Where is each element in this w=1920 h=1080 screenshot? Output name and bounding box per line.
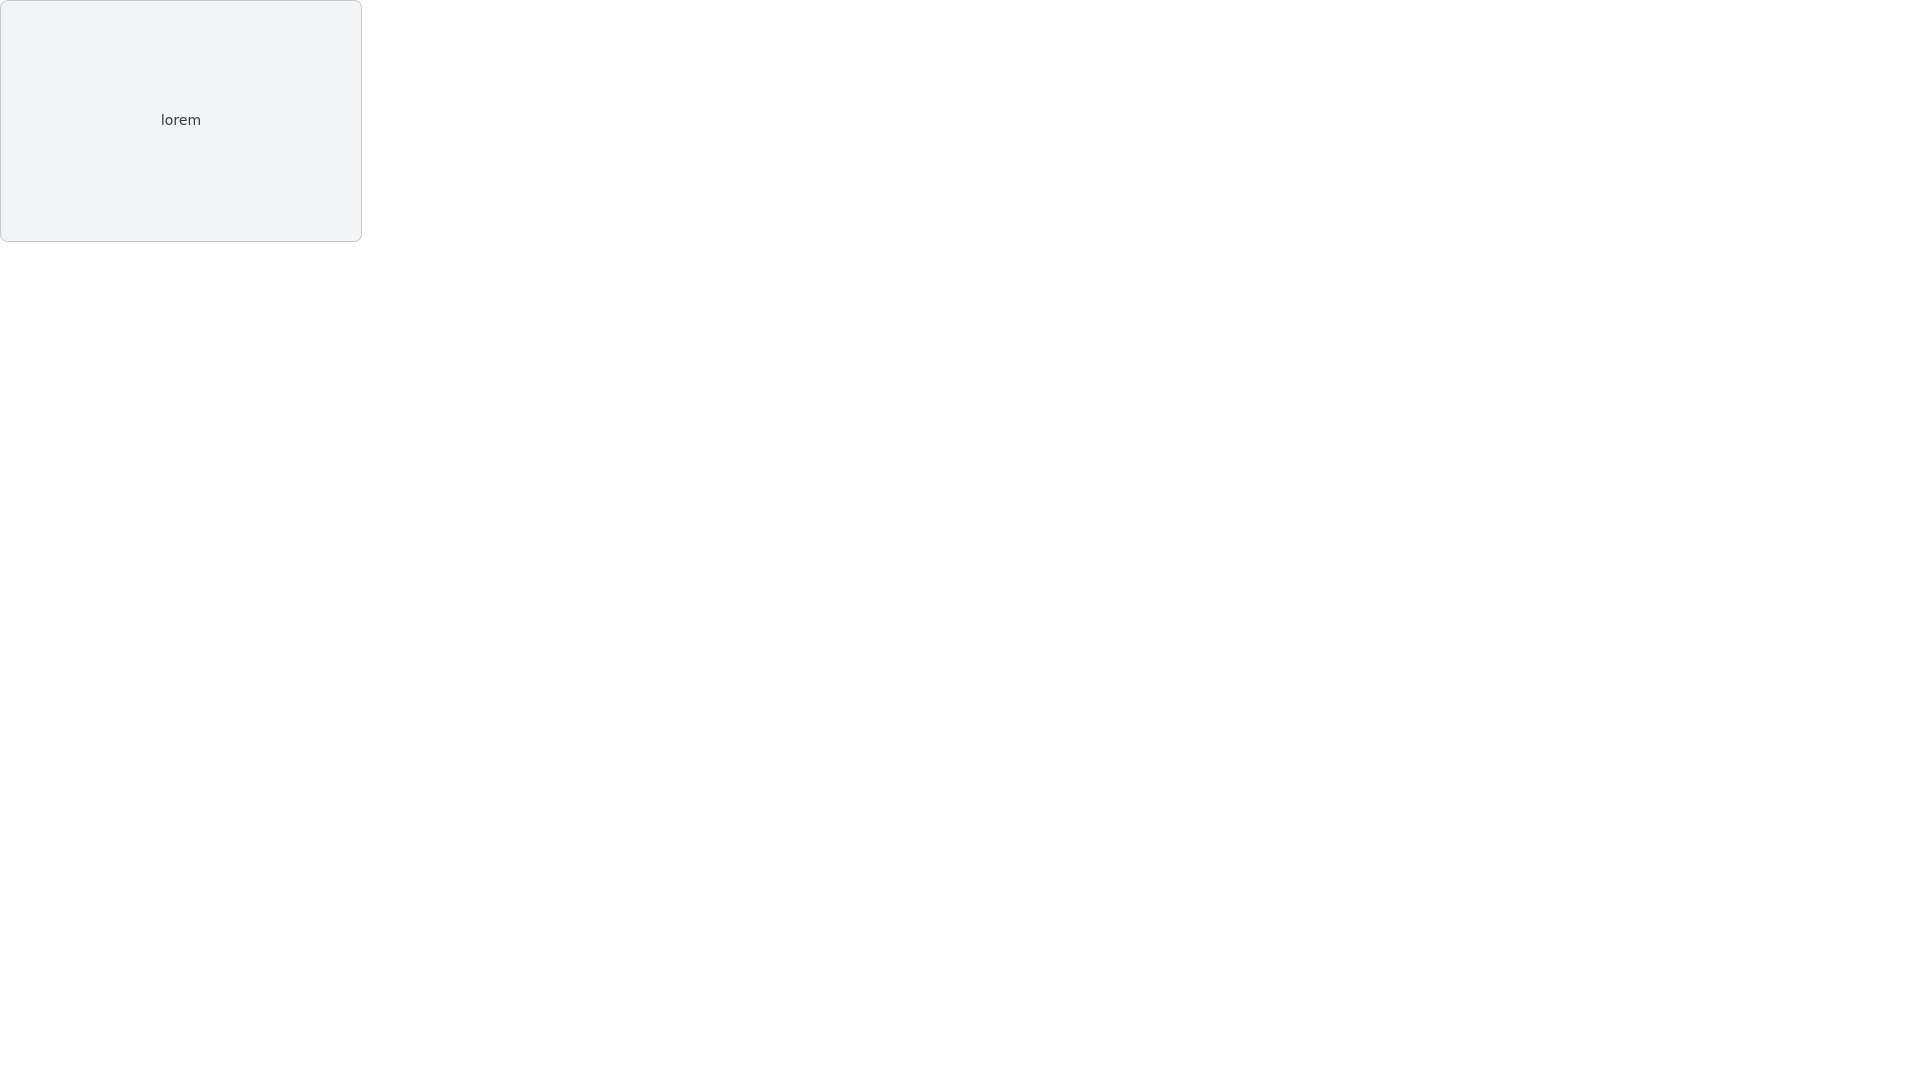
placeholder-text: lorem bbox=[160, 113, 202, 129]
placeholder-box: lorem bbox=[0, 0, 362, 242]
